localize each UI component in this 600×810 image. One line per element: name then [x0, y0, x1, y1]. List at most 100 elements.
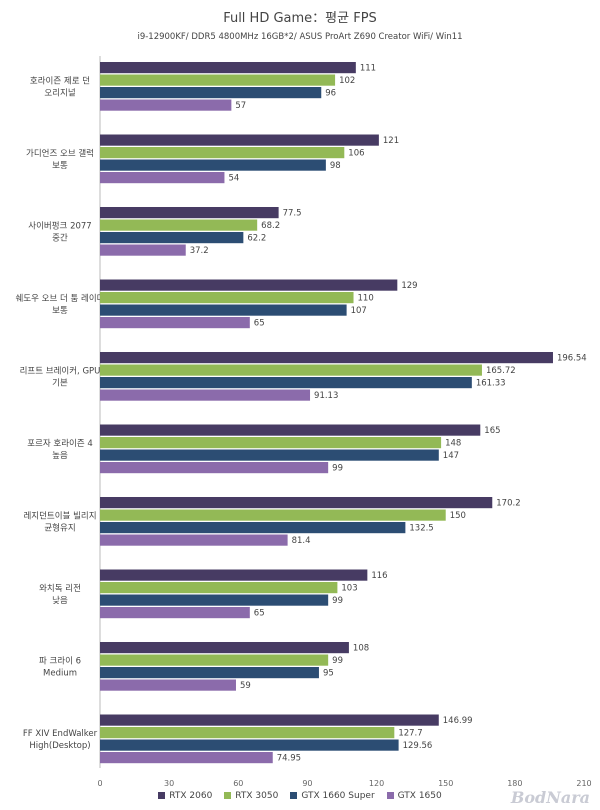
- x-tick-label: 180: [507, 779, 522, 788]
- data-label: 99: [332, 656, 343, 666]
- bar: [100, 232, 244, 244]
- data-label: 127.7: [398, 729, 422, 739]
- category-label: 리프트 브레이커, GPU: [20, 365, 101, 376]
- bar: [100, 99, 232, 111]
- data-label: 150: [450, 511, 466, 521]
- category-label: 중간: [52, 232, 68, 243]
- bar: [100, 569, 368, 581]
- data-label: 102: [339, 76, 355, 86]
- category-label: 파 크라이 6: [39, 655, 81, 666]
- data-label: 165: [484, 426, 500, 436]
- bar: [100, 292, 354, 304]
- bar: [100, 437, 442, 449]
- data-label: 110: [358, 294, 374, 304]
- data-label: 165.72: [486, 366, 516, 376]
- legend-swatch: [158, 792, 166, 799]
- bar: [100, 642, 349, 654]
- data-label: 148: [445, 439, 461, 449]
- bar: [100, 352, 553, 364]
- data-label: 65: [254, 319, 265, 329]
- bar: [100, 219, 258, 231]
- category-label: 보통: [52, 161, 68, 171]
- data-label: 106: [348, 149, 364, 159]
- bar: [100, 62, 356, 74]
- bar: [100, 679, 236, 691]
- legend: RTX 2060 RTX 3050 GTX 1660 Super GTX 1650: [0, 791, 600, 801]
- data-label: 81.4: [292, 536, 311, 546]
- bar: [100, 147, 345, 159]
- legend-entry: RTX 2060: [158, 791, 212, 801]
- data-label: 68.2: [261, 221, 280, 231]
- data-label: 77.5: [283, 209, 302, 219]
- bar: [100, 714, 439, 726]
- bar: [100, 582, 338, 594]
- data-label: 116: [371, 571, 387, 581]
- bar: [100, 739, 399, 751]
- legend-entry: RTX 3050: [224, 791, 278, 801]
- x-tick-label: 0: [97, 779, 102, 788]
- x-tick-label: 210: [576, 779, 591, 788]
- bar: [100, 244, 186, 256]
- bar: [100, 317, 250, 329]
- data-label: 91.13: [314, 391, 338, 401]
- legend-swatch: [386, 792, 394, 799]
- category-label: 균형유지: [44, 523, 75, 533]
- category-label: Medium: [43, 668, 77, 678]
- data-label: 161.33: [476, 379, 506, 389]
- x-tick-label: 60: [233, 779, 243, 788]
- bar: [100, 87, 322, 99]
- data-label: 57: [235, 101, 246, 111]
- data-label: 59: [240, 681, 251, 691]
- x-tick-label: 30: [164, 779, 174, 788]
- bar: [100, 279, 398, 291]
- data-label: 103: [341, 584, 357, 594]
- data-label: 107: [351, 306, 367, 316]
- data-label: 65: [254, 609, 265, 619]
- category-label: 쉐도우 오브 더 툼 레이더: [15, 293, 104, 304]
- legend-label: GTX 1660 Super: [301, 791, 375, 801]
- data-label: 170.2: [496, 499, 520, 509]
- x-tick-label: 150: [438, 779, 453, 788]
- bar: [100, 752, 273, 764]
- category-label: 높음: [52, 451, 68, 461]
- legend-label: RTX 2060: [169, 791, 213, 801]
- legend-swatch: [290, 792, 298, 799]
- bar: [100, 462, 329, 474]
- bar: [100, 207, 279, 219]
- data-label: 108: [353, 644, 369, 654]
- data-label: 129.56: [403, 741, 433, 751]
- legend-entry: GTX 1650: [386, 791, 442, 801]
- bar: [100, 727, 395, 739]
- data-label: 147: [443, 451, 459, 461]
- bar: [100, 497, 493, 509]
- bar: [100, 449, 439, 461]
- bar: [100, 654, 329, 666]
- category-label: 레지던트이블 빌리지: [23, 510, 96, 521]
- data-label: 99: [332, 596, 343, 606]
- data-label: 146.99: [443, 716, 473, 726]
- legend-label: RTX 3050: [235, 791, 279, 801]
- category-label: 보통: [52, 306, 68, 316]
- category-label: 낮음: [52, 595, 68, 606]
- data-label: 129: [401, 281, 417, 291]
- category-label: High(Desktop): [29, 741, 90, 751]
- data-label: 99: [332, 464, 343, 474]
- data-label: 132.5: [409, 524, 433, 534]
- data-label: 95: [323, 669, 334, 679]
- bar: [100, 172, 225, 184]
- bar: [100, 607, 250, 619]
- legend-swatch: [224, 792, 232, 799]
- category-label: 오리지널: [44, 88, 75, 98]
- bar: [100, 159, 326, 171]
- category-label: 가디언즈 오브 갤럭: [26, 148, 94, 159]
- data-label: 121: [383, 136, 399, 146]
- category-label: 와치독 리전: [39, 583, 81, 594]
- bar: [100, 667, 319, 679]
- bar-chart: Full HD Game：평균 FPS i9-12900KF/ DDR5 480…: [15, 11, 592, 788]
- data-label: 74.95: [277, 754, 301, 764]
- data-label: 62.2: [247, 234, 266, 244]
- category-label: 포르자 호라이즌 4: [27, 438, 93, 449]
- data-label: 96: [325, 89, 336, 99]
- bar: [100, 377, 472, 389]
